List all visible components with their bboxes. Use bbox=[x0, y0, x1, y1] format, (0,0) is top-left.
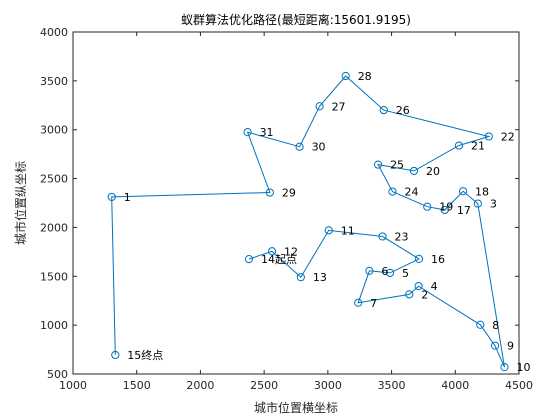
city-label-30: 30 bbox=[312, 141, 326, 154]
city-markers bbox=[107, 71, 509, 372]
y-tick-label: 1000 bbox=[40, 319, 68, 332]
city-label-31: 31 bbox=[260, 126, 274, 139]
city-label-15: 15终点 bbox=[127, 348, 163, 362]
route-line bbox=[111, 75, 505, 368]
route-layer bbox=[111, 75, 505, 368]
city-marker-28 bbox=[341, 71, 350, 81]
city-label-14: 14起点 bbox=[261, 253, 297, 266]
city-label-25: 25 bbox=[390, 159, 404, 172]
y-tick-label: 2500 bbox=[40, 173, 68, 186]
city-label-10: 10 bbox=[516, 361, 530, 374]
city-label-2: 2 bbox=[421, 288, 428, 301]
y-tick-label: 3000 bbox=[40, 124, 68, 137]
city-marker-2 bbox=[405, 290, 414, 299]
city-marker-13 bbox=[296, 273, 305, 282]
city-marker-1 bbox=[107, 192, 116, 202]
city-marker-20 bbox=[409, 166, 419, 176]
x-tick-label: 1500 bbox=[123, 379, 151, 392]
city-label-24: 24 bbox=[404, 186, 418, 199]
city-marker-10 bbox=[500, 363, 509, 372]
city-marker-8 bbox=[476, 320, 485, 329]
city-marker-12 bbox=[267, 247, 277, 256]
city-marker-11 bbox=[324, 226, 333, 235]
city-label-8: 8 bbox=[492, 319, 499, 332]
city-label-3: 3 bbox=[490, 198, 497, 211]
city-labels: 1234567891011121314起点15终点161718192021222… bbox=[124, 70, 531, 374]
y-axis-label: 城市位置纵坐标 bbox=[13, 161, 28, 245]
city-label-11: 11 bbox=[341, 224, 355, 237]
y-tick-label: 4000 bbox=[40, 26, 68, 39]
city-label-1: 1 bbox=[124, 191, 131, 204]
city-label-23: 23 bbox=[395, 230, 409, 243]
y-tick-label: 500 bbox=[47, 368, 68, 381]
city-marker-5 bbox=[385, 268, 395, 277]
y-tick-label: 3500 bbox=[40, 75, 68, 88]
city-marker-30 bbox=[295, 142, 304, 151]
city-label-18: 18 bbox=[475, 185, 489, 198]
x-tick-label: 1000 bbox=[59, 379, 87, 392]
city-marker-9 bbox=[490, 341, 500, 350]
city-label-29: 29 bbox=[282, 187, 296, 200]
y-tick-label: 2000 bbox=[40, 221, 68, 234]
axis-ticks: 1000 1500 2000 2500 3000 3500 4000 450050010001… bbox=[40, 26, 533, 392]
x-tick-label: 2000 bbox=[186, 379, 214, 392]
city-label-22: 22 bbox=[501, 130, 515, 143]
x-axis-label: 城市位置横坐标 bbox=[254, 400, 338, 415]
city-label-28: 28 bbox=[358, 70, 372, 83]
city-label-13: 13 bbox=[313, 271, 327, 284]
city-marker-22 bbox=[484, 132, 493, 141]
city-marker-14 bbox=[244, 254, 254, 264]
city-label-16: 16 bbox=[431, 253, 445, 266]
x-tick-label: 3000 bbox=[314, 379, 342, 392]
city-marker-15 bbox=[111, 350, 120, 360]
city-label-9: 9 bbox=[507, 340, 514, 353]
city-marker-25 bbox=[373, 160, 383, 169]
city-marker-26 bbox=[379, 105, 388, 115]
x-tick-label: 4500 bbox=[505, 379, 533, 392]
city-marker-17 bbox=[440, 205, 449, 215]
y-tick-label: 1500 bbox=[40, 270, 68, 283]
city-marker-23 bbox=[378, 232, 387, 241]
city-marker-21 bbox=[454, 141, 464, 150]
chart-title: 蚁群算法优化路径(最短距离:15601.9195) bbox=[181, 12, 411, 27]
city-label-5: 5 bbox=[402, 267, 409, 280]
city-label-7: 7 bbox=[370, 297, 377, 310]
city-marker-3 bbox=[473, 199, 482, 208]
city-marker-7 bbox=[354, 298, 363, 307]
city-marker-24 bbox=[388, 187, 397, 196]
city-marker-29 bbox=[265, 188, 274, 197]
city-label-27: 27 bbox=[332, 100, 346, 113]
city-label-17: 17 bbox=[457, 204, 471, 217]
city-marker-16 bbox=[414, 254, 424, 263]
city-label-6: 6 bbox=[381, 265, 388, 278]
city-marker-19 bbox=[423, 202, 432, 211]
city-label-12: 12 bbox=[284, 245, 298, 258]
x-tick-label: 3500 bbox=[378, 379, 406, 392]
plot-area-frame bbox=[72, 31, 520, 375]
city-marker-6 bbox=[365, 266, 374, 275]
city-label-19: 19 bbox=[439, 201, 453, 214]
city-label-20: 20 bbox=[426, 165, 440, 178]
city-label-4: 4 bbox=[431, 280, 438, 293]
city-marker-27 bbox=[315, 102, 324, 111]
city-marker-31 bbox=[243, 128, 252, 137]
city-marker-4 bbox=[414, 282, 423, 291]
city-label-26: 26 bbox=[396, 104, 410, 117]
x-tick-label: 4000 bbox=[441, 379, 469, 392]
city-marker-18 bbox=[458, 187, 468, 196]
city-label-21: 21 bbox=[471, 140, 485, 153]
x-tick-label: 2500 bbox=[250, 379, 278, 392]
